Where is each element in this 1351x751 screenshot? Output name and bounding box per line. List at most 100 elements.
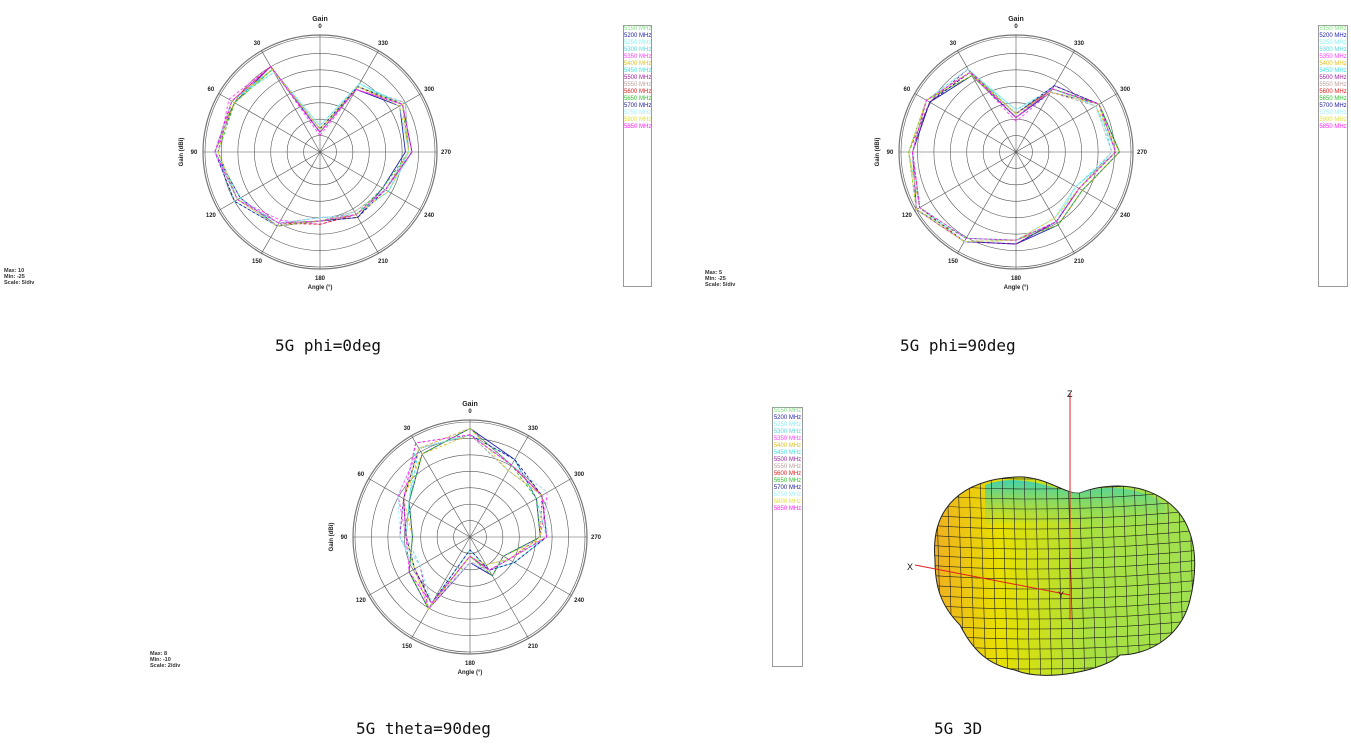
legend-entry: 5700 MHz — [1319, 103, 1347, 109]
angle-tick-label: 150 — [252, 259, 263, 265]
mesh-parallel — [934, 476, 1195, 480]
polar-spoke — [261, 151, 321, 254]
y-axis-label: Gain (dBi) — [329, 523, 335, 552]
angle-tick-label: 30 — [404, 426, 411, 432]
series-line — [214, 65, 413, 224]
polar-spoke — [218, 93, 321, 153]
x-axis-label: Angle (°) — [308, 285, 333, 291]
mesh-parallel — [934, 509, 1195, 520]
series-line — [405, 434, 548, 605]
series-line — [403, 434, 548, 605]
angle-tick-label: 330 — [378, 41, 389, 47]
legend-entry: 5300 MHz — [624, 47, 652, 53]
angle-tick-label: 210 — [1074, 259, 1085, 265]
caption-phi90: 5G phi=90deg — [900, 336, 1016, 355]
angle-tick-label: 0 — [468, 409, 472, 415]
mesh-meridian — [990, 476, 998, 676]
series-line — [408, 428, 541, 610]
polar-spoke — [914, 93, 1017, 153]
legend-entry: 5650 MHz — [624, 96, 652, 102]
legend-entry: 5400 MHz — [624, 61, 652, 67]
axis-y-label: Y — [1058, 590, 1064, 600]
legend-entry: 5700 MHz — [624, 103, 652, 109]
legend-entry: 5500 MHz — [1319, 75, 1347, 81]
legend-entry: 5650 MHz — [773, 478, 802, 484]
angle-tick-label: 330 — [1074, 41, 1085, 47]
polar-spoke — [957, 50, 1017, 153]
series-line — [217, 68, 413, 224]
series-line — [403, 434, 548, 605]
mesh-meridian — [979, 476, 987, 676]
stats-scale: Scale: 5/div — [4, 280, 35, 286]
legend-entry: 5150 MHz — [773, 408, 802, 414]
legend-phi0: 5150 MHz 5200 MHz 5250 MHz 5300 MHz 5350 MHz… — [623, 25, 652, 287]
mesh-parallel — [934, 519, 1195, 530]
legend-entry: 5350 MHz — [1319, 54, 1347, 60]
legend-entry: 5250 MHz — [1319, 40, 1347, 46]
legend-entry: 5350 MHz — [773, 436, 802, 442]
plot3d-chart: Z X Y — [907, 389, 1200, 689]
series-line — [908, 71, 1117, 243]
mesh-meridian — [1122, 476, 1130, 676]
legend-entry: 5800 MHz — [1319, 117, 1347, 123]
stats-min: Min: -10 — [150, 657, 171, 663]
axis-z-label: Z — [1067, 389, 1073, 399]
angle-tick-label: 120 — [902, 213, 913, 219]
mesh-meridian — [1078, 476, 1086, 676]
polar-chart-theta90: 0 30 60 90 120 150 180 210 240 270 300 330 Gain Angle… — [329, 401, 602, 676]
legend-entry: 5450 MHz — [624, 68, 652, 74]
legend-entry: 5450 MHz — [773, 450, 802, 456]
legend-entry: 5800 MHz — [773, 499, 802, 505]
legend-entry: 5650 MHz — [1319, 96, 1347, 102]
angle-tick-label: 300 — [1120, 87, 1131, 93]
polar-spoke — [469, 478, 572, 538]
legend-entry: 5150 MHz — [624, 26, 652, 32]
legend-entry: 5750 MHz — [773, 492, 802, 498]
polar-chart-phi0: 0 30 60 90 120 150 180 210 240 270 300 330 Gain Angle… — [179, 16, 452, 291]
legend-entry: 5250 MHz — [773, 422, 802, 428]
legend-entry: 5600 MHz — [1319, 89, 1347, 95]
mesh-parallel — [934, 529, 1195, 540]
angle-tick-label: 30 — [254, 41, 261, 47]
blob-surface — [925, 476, 1200, 689]
polar-spoke — [469, 536, 529, 639]
angle-tick-label: 90 — [341, 535, 348, 541]
legend-theta90: 5150 MHz 5200 MHz 5250 MHz 5300 MHz 5350 MHz… — [772, 407, 803, 667]
mesh-parallel — [934, 569, 1195, 580]
legend-entry: 5250 MHz — [624, 40, 652, 46]
legend-entry: 5400 MHz — [1319, 61, 1347, 67]
legend-entry: 5500 MHz — [624, 75, 652, 81]
polar-spoke — [411, 435, 471, 538]
caption-theta90: 5G theta=90deg — [356, 719, 491, 738]
polar-spoke — [319, 151, 422, 211]
x-axis-label: Angle (°) — [1004, 285, 1029, 291]
legend-entry: 5550 MHz — [624, 82, 652, 88]
polar-spoke — [1015, 151, 1118, 211]
series-line — [912, 71, 1117, 241]
legend-entry: 5850 MHz — [773, 506, 802, 512]
polar-spoke — [319, 151, 379, 254]
legend-entry: 5500 MHz — [773, 457, 802, 463]
polar-chart-phi90: 0 30 60 90 120 150 180 210 240 270 300 330 Gain Angle… — [875, 16, 1148, 291]
series-line — [397, 434, 548, 605]
legend-entry: 5300 MHz — [1319, 47, 1347, 53]
angle-tick-label: 60 — [208, 87, 215, 93]
polar-spoke — [469, 536, 572, 596]
stats-theta90: Max: 8 Min: -10 Scale: 2/div — [150, 651, 180, 669]
polar-spoke — [218, 151, 321, 211]
polar-spoke — [914, 151, 1017, 211]
series-line — [912, 71, 1113, 243]
series-line — [399, 434, 548, 605]
chart-title: Gain — [1008, 16, 1024, 23]
mesh-parallel — [934, 579, 1195, 590]
series-line — [403, 434, 548, 605]
mesh-parallel — [934, 539, 1195, 550]
angle-tick-label: 0 — [1014, 24, 1018, 30]
angle-tick-label: 240 — [424, 213, 435, 219]
angle-tick-label: 60 — [904, 87, 911, 93]
legend-entry: 5200 MHz — [624, 33, 652, 39]
mesh-parallel — [925, 680, 1200, 689]
angle-tick-label: 270 — [1137, 150, 1148, 156]
series-line — [912, 71, 1117, 241]
legend-entry: 5750 MHz — [624, 110, 652, 116]
